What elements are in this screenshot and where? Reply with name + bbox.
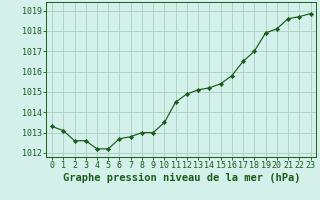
X-axis label: Graphe pression niveau de la mer (hPa): Graphe pression niveau de la mer (hPa) [62,173,300,183]
